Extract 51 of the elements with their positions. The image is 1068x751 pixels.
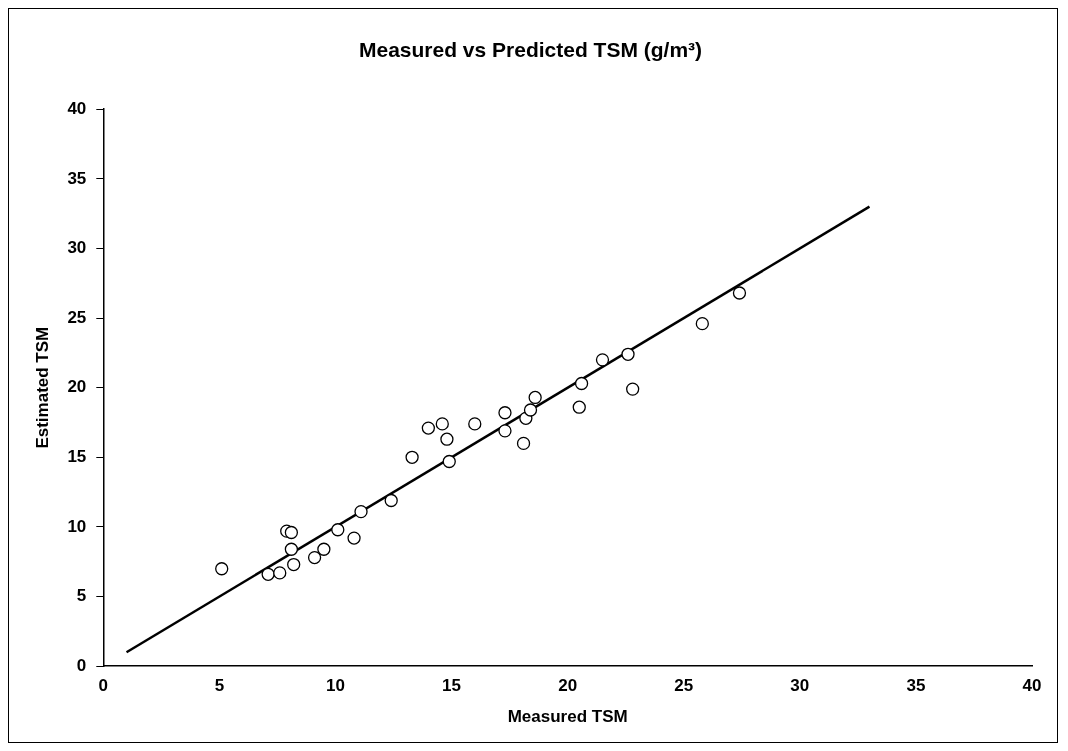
x-tick-label: 5 <box>214 676 225 696</box>
point <box>287 557 301 572</box>
chart-title: Measured vs Predicted TSM (g/m³) <box>358 38 703 62</box>
x-tick-label: 25 <box>674 676 694 696</box>
x-axis-title: Measured TSM <box>507 707 628 727</box>
point <box>347 531 361 545</box>
point <box>284 542 299 556</box>
point <box>528 390 542 405</box>
x-tick-label: 40 <box>1022 676 1042 696</box>
point <box>621 347 635 361</box>
point <box>261 567 275 581</box>
point <box>273 566 287 580</box>
y-tick-label: 5 <box>76 586 87 606</box>
x-tick-label: 20 <box>558 676 578 696</box>
point <box>732 286 747 300</box>
y-tick-label: 30 <box>67 238 87 258</box>
point <box>498 406 512 420</box>
point <box>468 417 482 431</box>
y-axis-title: Estimated TSM <box>32 326 52 449</box>
point <box>626 382 640 396</box>
point <box>354 504 368 519</box>
y-tick-label: 15 <box>67 447 87 467</box>
point <box>284 525 299 540</box>
x-tick-label: 35 <box>906 676 926 696</box>
point <box>317 542 331 556</box>
point <box>440 432 454 446</box>
point <box>307 550 322 565</box>
x-tick-label: 15 <box>442 676 462 696</box>
point <box>435 417 449 431</box>
point <box>442 454 456 469</box>
y-tick-label: 35 <box>67 168 87 188</box>
y-tick-label: 10 <box>67 516 87 536</box>
point <box>421 421 435 435</box>
y-tick-label: 40 <box>67 98 87 118</box>
x-tick-label: 0 <box>98 676 109 696</box>
point <box>523 403 538 417</box>
x-tick-label: 30 <box>790 676 810 696</box>
point <box>498 424 512 438</box>
point <box>516 436 531 451</box>
point <box>695 317 709 331</box>
point <box>405 450 419 464</box>
y-tick-label: 0 <box>76 655 87 675</box>
point <box>574 376 589 391</box>
point <box>331 523 345 537</box>
point <box>595 353 610 367</box>
y-tick-label: 20 <box>67 377 87 397</box>
point <box>384 493 398 508</box>
point <box>215 562 229 576</box>
point <box>572 400 586 414</box>
y-tick-label: 25 <box>67 307 87 327</box>
x-tick-label: 10 <box>326 676 345 696</box>
